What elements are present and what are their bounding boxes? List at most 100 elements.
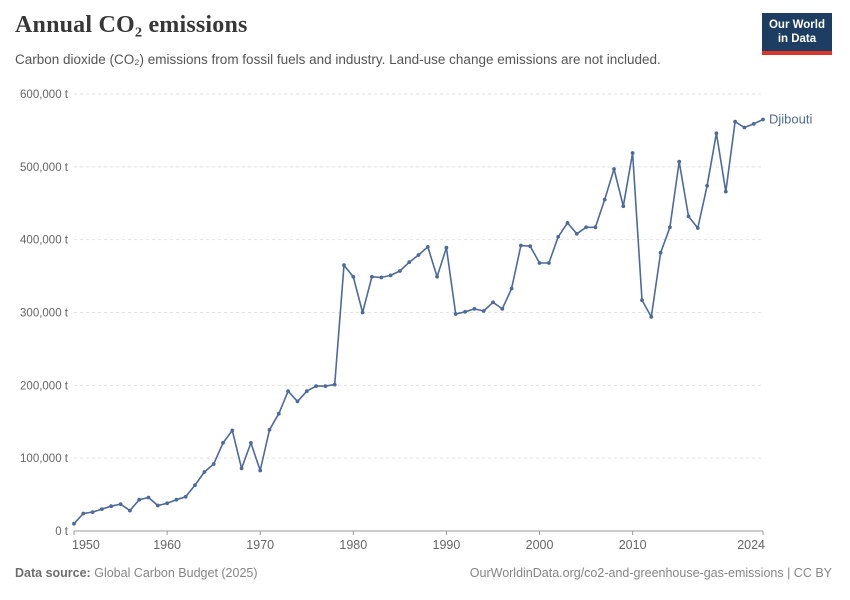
data-point: [705, 183, 709, 188]
page-title: Annual CO₂ emissions: [15, 12, 248, 38]
data-point: [286, 389, 290, 394]
data-point: [295, 399, 300, 404]
data-point: [453, 312, 458, 316]
chart-area: 0 t 100,000 t 200,000 t 300,000 t 400,000 t 5…: [0, 80, 850, 552]
data-point: [109, 504, 114, 509]
data-point: [118, 502, 123, 506]
data-point: [621, 204, 626, 209]
y-tick-label: 600,000 t: [20, 89, 69, 101]
owid-logo-line1: Our World: [768, 19, 825, 31]
data-point: [602, 197, 607, 202]
data-point: [100, 507, 104, 511]
x-tick-label: 2010: [619, 538, 647, 550]
data-point: [211, 462, 216, 466]
data-point: [695, 226, 700, 230]
data-point: [146, 495, 151, 500]
data-point: [733, 119, 737, 124]
data-point: [658, 250, 663, 255]
data-point: [425, 245, 430, 249]
data-point: [537, 261, 542, 265]
data-source-label: Data source:: [15, 566, 91, 580]
data-point: [472, 307, 477, 311]
data-point: [565, 221, 570, 225]
data-point: [81, 511, 86, 516]
data-point: [444, 245, 449, 250]
data-point: [202, 470, 207, 474]
data-point: [751, 122, 756, 126]
y-tick-label: 200,000 t: [20, 380, 69, 392]
y-tick-label: 0 t: [55, 526, 69, 538]
data-line-djibouti: [73, 118, 764, 525]
data-point: [649, 315, 654, 319]
y-tick-label: 500,000 t: [20, 162, 69, 174]
data-point: [90, 510, 95, 514]
x-tick-label: 1980: [339, 538, 367, 550]
data-point: [174, 497, 179, 502]
data-point: [463, 309, 467, 314]
data-point: [528, 244, 533, 249]
data-point: [258, 468, 263, 473]
data-point: [379, 275, 384, 280]
x-tick-label: 1990: [433, 538, 461, 550]
x-tick-label: 1960: [153, 538, 181, 550]
data-point: [500, 307, 505, 311]
data-point: [407, 260, 412, 265]
data-point: [677, 159, 682, 164]
data-point: [323, 384, 328, 388]
data-point: [723, 189, 728, 194]
owid-logo[interactable]: Our World in Data: [761, 13, 832, 55]
owid-logo-line2: in Data: [777, 33, 817, 46]
data-point: [351, 274, 356, 279]
series-label-djibouti: Djibouti: [769, 111, 812, 126]
data-point: [360, 310, 365, 315]
y-tick-label: 100,000 t: [20, 453, 69, 465]
data-point: [519, 243, 523, 248]
data-point: [574, 231, 579, 236]
data-point: [686, 214, 691, 219]
data-point: [491, 300, 495, 305]
data-point: [593, 225, 598, 230]
data-point: [221, 441, 225, 445]
data-point: [72, 521, 76, 526]
data-point: [556, 234, 561, 239]
data-point: [640, 298, 644, 302]
data-point: [388, 273, 393, 278]
y-tick-label: 400,000 t: [20, 235, 69, 247]
data-point: [584, 225, 588, 230]
x-tick-label: 2024: [737, 538, 765, 550]
data-point: [342, 263, 346, 268]
line-chart: 0 t 100,000 t 200,000 t 300,000 t 400,000 t 5…: [20, 89, 812, 552]
data-point: [630, 151, 635, 155]
data-point: [230, 428, 235, 433]
data-point: [193, 483, 197, 487]
data-source: Data source: Global Carbon Budget (2025): [15, 566, 258, 580]
data-point: [332, 382, 337, 387]
data-point: [435, 274, 439, 279]
data-point: [416, 253, 421, 257]
x-tick-label: 1950: [72, 538, 100, 550]
data-point: [314, 384, 318, 388]
data-point: [761, 117, 765, 122]
data-point: [398, 269, 402, 273]
data-point: [509, 286, 514, 291]
data-point: [714, 131, 719, 136]
data-point: [155, 503, 160, 508]
y-tick-label: 300,000 t: [20, 308, 69, 320]
data-point: [183, 494, 188, 499]
data-point: [267, 427, 272, 432]
data-point: [547, 261, 551, 265]
data-point: [370, 274, 374, 279]
data-point: [239, 466, 244, 471]
data-point: [481, 309, 486, 313]
chart-footer: Data source: Global Carbon Budget (2025)…: [15, 566, 832, 580]
data-point: [742, 125, 747, 130]
data-source-value: Global Carbon Budget (2025): [94, 566, 258, 580]
data-point: [249, 441, 253, 445]
owid-credit-link[interactable]: OurWorldinData.org/co2-and-greenhouse-ga…: [469, 566, 832, 580]
chart-subtitle: Carbon dioxide (CO₂) emissions from foss…: [15, 52, 661, 67]
data-point: [304, 389, 309, 394]
data-point: [276, 411, 281, 416]
x-tick-label: 1970: [246, 538, 274, 550]
data-point: [137, 497, 142, 502]
